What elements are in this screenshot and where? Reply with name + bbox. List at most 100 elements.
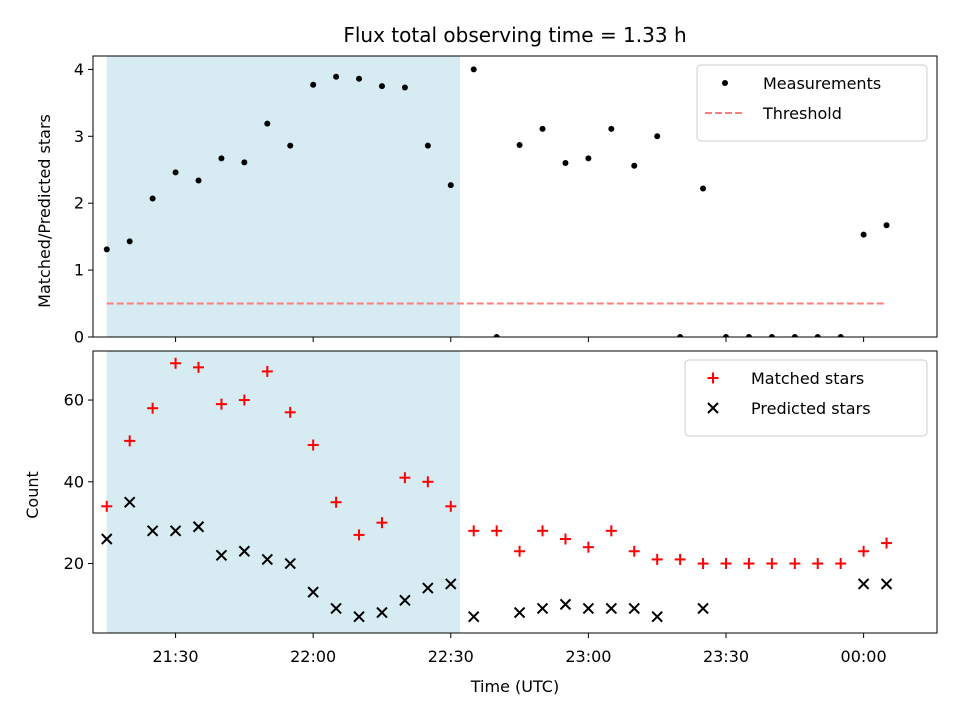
matched-stars-point bbox=[720, 558, 732, 570]
marker-stroke bbox=[169, 525, 182, 537]
marker-stroke bbox=[513, 606, 526, 619]
predicted-stars-point bbox=[330, 602, 342, 615]
measurement-point bbox=[516, 141, 523, 148]
measurement-point bbox=[447, 182, 454, 189]
matched-stars-point bbox=[124, 435, 136, 447]
marker-stroke bbox=[559, 598, 572, 611]
legend-matched-marker bbox=[707, 372, 719, 384]
measurement-point bbox=[745, 334, 752, 337]
measurement-point bbox=[791, 334, 798, 337]
marker-stroke bbox=[651, 610, 663, 623]
predicted-stars-point bbox=[261, 553, 274, 566]
marker-stroke bbox=[146, 525, 159, 537]
matched-stars-point bbox=[766, 558, 778, 570]
measurement-point bbox=[356, 75, 363, 82]
legend: Measurements Threshold bbox=[696, 64, 928, 142]
predicted-stars-point bbox=[376, 606, 388, 619]
marker-stroke bbox=[422, 582, 434, 594]
y-tick-label: 1 bbox=[74, 261, 84, 280]
measurement-point bbox=[401, 84, 408, 91]
marker-stroke bbox=[707, 402, 719, 414]
marker-stroke bbox=[468, 610, 480, 623]
bottom-y-axis-label: Count bbox=[23, 471, 42, 519]
matched-stars-point bbox=[651, 553, 663, 565]
top-y-axis-label: Matched/Predicted stars bbox=[35, 114, 54, 308]
matched-stars-point bbox=[101, 500, 113, 512]
measurement-point bbox=[264, 120, 271, 127]
measurement-point bbox=[126, 238, 133, 245]
marker-stroke bbox=[697, 602, 709, 615]
chart-title: Flux total observing time = 1.33 h bbox=[343, 23, 686, 47]
measurement-point bbox=[860, 231, 867, 238]
matched-stars-point bbox=[330, 496, 342, 508]
predicted-stars-point bbox=[422, 582, 434, 594]
x-tick-label: 21:30 bbox=[153, 647, 199, 666]
x-tick-label: 00:00 bbox=[841, 647, 887, 666]
observing-window-shade bbox=[106, 56, 460, 337]
marker-stroke bbox=[123, 496, 136, 508]
measurement-point bbox=[172, 169, 179, 176]
marker-stroke bbox=[445, 578, 457, 590]
marker-stroke bbox=[330, 602, 342, 615]
marker-stroke bbox=[101, 533, 113, 545]
predicted-stars-point bbox=[445, 578, 457, 590]
predicted-stars-point bbox=[536, 602, 549, 615]
y-tick-label: 4 bbox=[74, 60, 84, 79]
marker-stroke bbox=[261, 553, 274, 566]
predicted-stars-point bbox=[605, 602, 618, 615]
matched-stars-point bbox=[193, 361, 204, 373]
legend-label: Measurements bbox=[763, 74, 881, 93]
y-tick-label: 20 bbox=[64, 554, 84, 573]
matched-stars-point bbox=[376, 517, 388, 529]
predicted-stars-point bbox=[399, 594, 411, 607]
matched-stars-point bbox=[582, 541, 594, 553]
matched-stars-point bbox=[261, 365, 273, 377]
predicted-stars-point bbox=[880, 578, 893, 590]
y-tick-label: 0 bbox=[74, 328, 84, 347]
marker-stroke bbox=[307, 586, 319, 598]
measurement-point bbox=[241, 159, 248, 166]
marker-stroke bbox=[399, 594, 411, 607]
marker-stroke bbox=[284, 557, 296, 570]
x-tick-label: 22:00 bbox=[290, 647, 336, 666]
legend-label: Threshold bbox=[762, 104, 842, 123]
predicted-stars-point bbox=[192, 521, 205, 533]
marker-stroke bbox=[215, 549, 228, 562]
x-axis-label: Time (UTC) bbox=[470, 677, 559, 696]
predicted-stars-point bbox=[215, 549, 228, 562]
predicted-stars-point bbox=[123, 496, 136, 508]
axes-frame bbox=[92, 350, 938, 634]
measurement-point bbox=[218, 155, 225, 162]
matched-stars-point bbox=[399, 472, 411, 484]
marker-stroke bbox=[376, 606, 388, 619]
matched-stars-point bbox=[284, 406, 296, 418]
predicted-stars-point bbox=[628, 602, 640, 615]
matched-stars-point bbox=[674, 553, 686, 565]
marker-stroke bbox=[605, 602, 618, 615]
legend-measurements-marker bbox=[722, 80, 728, 86]
x-tick-label: 22:30 bbox=[428, 647, 474, 666]
legend-box bbox=[696, 64, 928, 142]
matched-stars-point bbox=[537, 525, 549, 537]
measurement-point bbox=[287, 142, 294, 149]
predicted-stars-point bbox=[307, 586, 319, 598]
matched-stars-point bbox=[881, 537, 893, 549]
predicted-stars-point bbox=[353, 610, 365, 623]
measurement-point bbox=[493, 334, 500, 337]
predicted-stars-point bbox=[857, 578, 870, 590]
matched-stars-point bbox=[147, 402, 159, 414]
predicted-stars-point bbox=[651, 610, 663, 623]
legend: Matched stars Predicted stars bbox=[684, 359, 928, 437]
matched-stars-point bbox=[559, 533, 571, 545]
marker-stroke bbox=[582, 602, 595, 615]
predicted-stars-point bbox=[582, 602, 595, 615]
marker-stroke bbox=[880, 578, 893, 590]
predicted-stars-point bbox=[468, 610, 480, 623]
matched-stars-point bbox=[628, 545, 640, 557]
x-tick-label: 23:00 bbox=[565, 647, 611, 666]
measurement-point bbox=[539, 125, 546, 132]
measurement-point bbox=[883, 222, 890, 229]
predicted-stars-point bbox=[238, 545, 251, 557]
